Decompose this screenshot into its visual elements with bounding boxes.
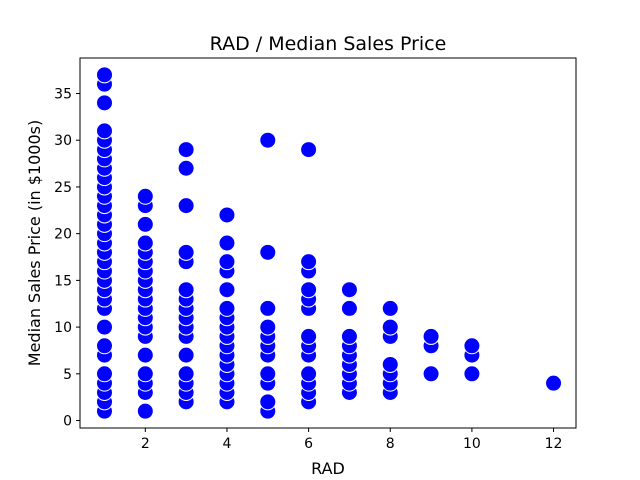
data-point [259,365,277,383]
data-point [95,94,113,112]
data-point [381,299,399,317]
data-point [177,365,195,383]
data-point [136,215,154,233]
data-point [340,327,358,345]
data-point [300,281,318,299]
x-tick-label: 4 [223,436,232,452]
data-point [136,187,154,205]
y-tick-label: 15 [54,273,72,289]
data-point [340,281,358,299]
data-point [177,197,195,215]
y-tick-label: 5 [63,367,72,383]
data-point [177,141,195,159]
data-point [95,66,113,84]
data-point [422,365,440,383]
x-tick-label: 6 [304,436,313,452]
data-point [300,327,318,345]
data-point [95,365,113,383]
x-tick-label: 2 [141,436,150,452]
data-point [381,318,399,336]
y-tick-label: 20 [54,227,72,243]
data-point [259,131,277,149]
data-point [177,243,195,261]
data-point [259,243,277,261]
y-tick-label: 25 [54,180,72,196]
data-point [95,122,113,140]
plot-area-frame [79,57,577,429]
y-tick-label: 10 [54,320,72,336]
x-axis-title: RAD [311,459,345,478]
data-point [136,234,154,252]
data-point [177,346,195,364]
points-layer [95,66,563,420]
data-point [95,318,113,336]
y-tick-label: 30 [54,133,72,149]
y-tick-label: 35 [54,87,72,103]
data-point [422,327,440,345]
data-point [177,281,195,299]
data-point [218,206,236,224]
data-point [136,365,154,383]
data-point [136,402,154,420]
y-axis-ticks: 0 5 10 15 20 25 30 35 [54,87,80,430]
data-point [218,253,236,271]
data-point [218,299,236,317]
data-point [218,281,236,299]
data-point [300,365,318,383]
data-point [381,355,399,373]
y-tick-label: 0 [63,414,72,430]
data-point [463,337,481,355]
y-axis-title: Median Sales Price (in $1000s) [25,120,44,366]
data-point [300,253,318,271]
data-point [218,234,236,252]
data-point [463,365,481,383]
data-point [259,318,277,336]
data-point [177,159,195,177]
x-axis-ticks: 2 4 6 8 10 12 [141,428,563,452]
data-point [545,374,563,392]
data-point [300,141,318,159]
data-point [259,299,277,317]
data-point [259,393,277,411]
x-tick-label: 8 [386,436,395,452]
data-point [136,346,154,364]
data-point [340,299,358,317]
data-point [95,337,113,355]
x-tick-label: 12 [545,436,563,452]
x-tick-label: 10 [463,436,481,452]
chart-title: RAD / Median Sales Price [210,33,447,55]
